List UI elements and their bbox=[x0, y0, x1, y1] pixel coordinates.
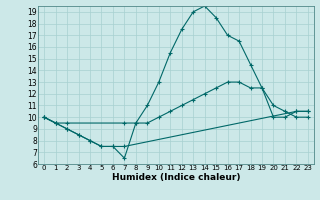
X-axis label: Humidex (Indice chaleur): Humidex (Indice chaleur) bbox=[112, 173, 240, 182]
